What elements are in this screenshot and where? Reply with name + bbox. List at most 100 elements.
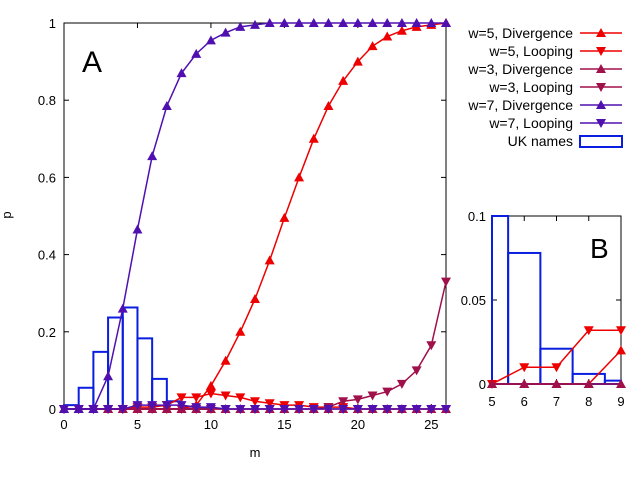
y-tick-label: 0 (49, 402, 56, 417)
series-marker (382, 405, 393, 414)
x-tick-label: 7 (553, 394, 560, 409)
series-marker (264, 255, 275, 265)
legend-label: w=3, Looping (488, 79, 573, 95)
series-marker (396, 379, 407, 389)
series-marker (191, 403, 202, 413)
series-marker (205, 403, 216, 413)
series-marker (411, 366, 422, 376)
series-marker (519, 379, 530, 388)
series-marker (279, 405, 290, 414)
series-marker (88, 405, 99, 414)
series-marker (250, 397, 260, 407)
legend-marker (596, 100, 606, 109)
series-marker (396, 25, 407, 35)
series-marker (441, 277, 451, 287)
x-tick-label: 20 (351, 417, 365, 432)
series-marker (338, 75, 349, 85)
series-marker (352, 395, 363, 405)
series-marker (382, 31, 393, 41)
x-tick-label: 8 (585, 394, 592, 409)
y-tick-label: 1 (49, 16, 56, 31)
legend-label: w=5, Divergence (467, 25, 573, 41)
series-marker (367, 391, 378, 401)
x-tick-label: 5 (134, 417, 141, 432)
series-marker (220, 405, 231, 414)
x-tick-label: 10 (204, 417, 218, 432)
series-marker (220, 391, 231, 401)
series-marker (132, 401, 143, 411)
series-marker (235, 393, 246, 403)
legend-label: w=3, Divergence (467, 61, 573, 77)
legend-label: w=7, Divergence (467, 97, 573, 113)
series-marker (73, 405, 84, 414)
series-marker (235, 405, 246, 414)
series-marker (323, 405, 334, 414)
series-marker (132, 224, 143, 234)
y-tick-label: 0.2 (38, 325, 56, 340)
series-marker (551, 363, 562, 373)
series-marker (176, 68, 187, 78)
series-marker (411, 405, 422, 414)
series-marker (176, 393, 187, 403)
legend-label: UK names (508, 133, 573, 149)
series-marker (59, 405, 69, 414)
series-marker (519, 363, 530, 373)
series-marker (583, 379, 594, 388)
series-line (64, 22, 446, 410)
series-line (64, 22, 447, 410)
series-marker (323, 18, 334, 27)
series-marker (616, 345, 626, 355)
series-marker (426, 18, 437, 27)
series-marker (161, 401, 172, 411)
series-marker (338, 405, 349, 414)
legend: w=5, Divergence w=5, Looping w=3, Divergen… (467, 25, 623, 149)
series-marker (367, 405, 378, 414)
series-marker (161, 100, 172, 110)
x-tick-label: 6 (521, 394, 528, 409)
series-marker (205, 35, 216, 45)
series-marker (352, 405, 363, 414)
series-marker (264, 18, 275, 27)
series-marker (396, 18, 407, 27)
series-marker (338, 397, 349, 407)
y-tick-label: 0.6 (38, 170, 56, 185)
series-marker (279, 18, 290, 27)
series-marker (441, 405, 451, 414)
series-marker (308, 133, 319, 143)
series-marker (352, 18, 363, 27)
y-tick-label: 0.1 (468, 209, 486, 224)
series-marker (396, 405, 407, 414)
y-tick-label: 0 (479, 377, 486, 392)
x-tick-label: 25 (424, 417, 438, 432)
series-marker (352, 56, 363, 66)
series-marker (205, 389, 216, 399)
series-marker (220, 27, 231, 37)
series-line (491, 329, 621, 385)
panel-label-b: B (590, 233, 609, 264)
series-marker (250, 293, 260, 303)
legend-marker (596, 119, 606, 128)
series-marker (250, 405, 260, 414)
series-marker (117, 303, 128, 313)
series-marker (382, 387, 393, 397)
legend-label: w=7, Looping (488, 115, 573, 131)
series-marker (308, 405, 319, 414)
legend-marker (596, 64, 606, 73)
legend-label: w=5, Looping (488, 43, 573, 59)
y-tick-label: 0.05 (461, 293, 486, 308)
series-marker (583, 326, 594, 336)
series-marker (338, 18, 349, 27)
series-marker (103, 371, 114, 381)
legend-swatch (579, 135, 623, 148)
series-marker (235, 326, 246, 336)
histogram-bar (136, 337, 154, 410)
series-marker (367, 18, 378, 27)
x-tick-label: 5 (488, 394, 495, 409)
series-marker (264, 405, 275, 414)
series-marker (487, 379, 497, 388)
legend-marker (596, 47, 606, 56)
series-marker (117, 405, 128, 414)
series-marker (294, 18, 305, 27)
y-tick-label: 0.8 (38, 93, 56, 108)
